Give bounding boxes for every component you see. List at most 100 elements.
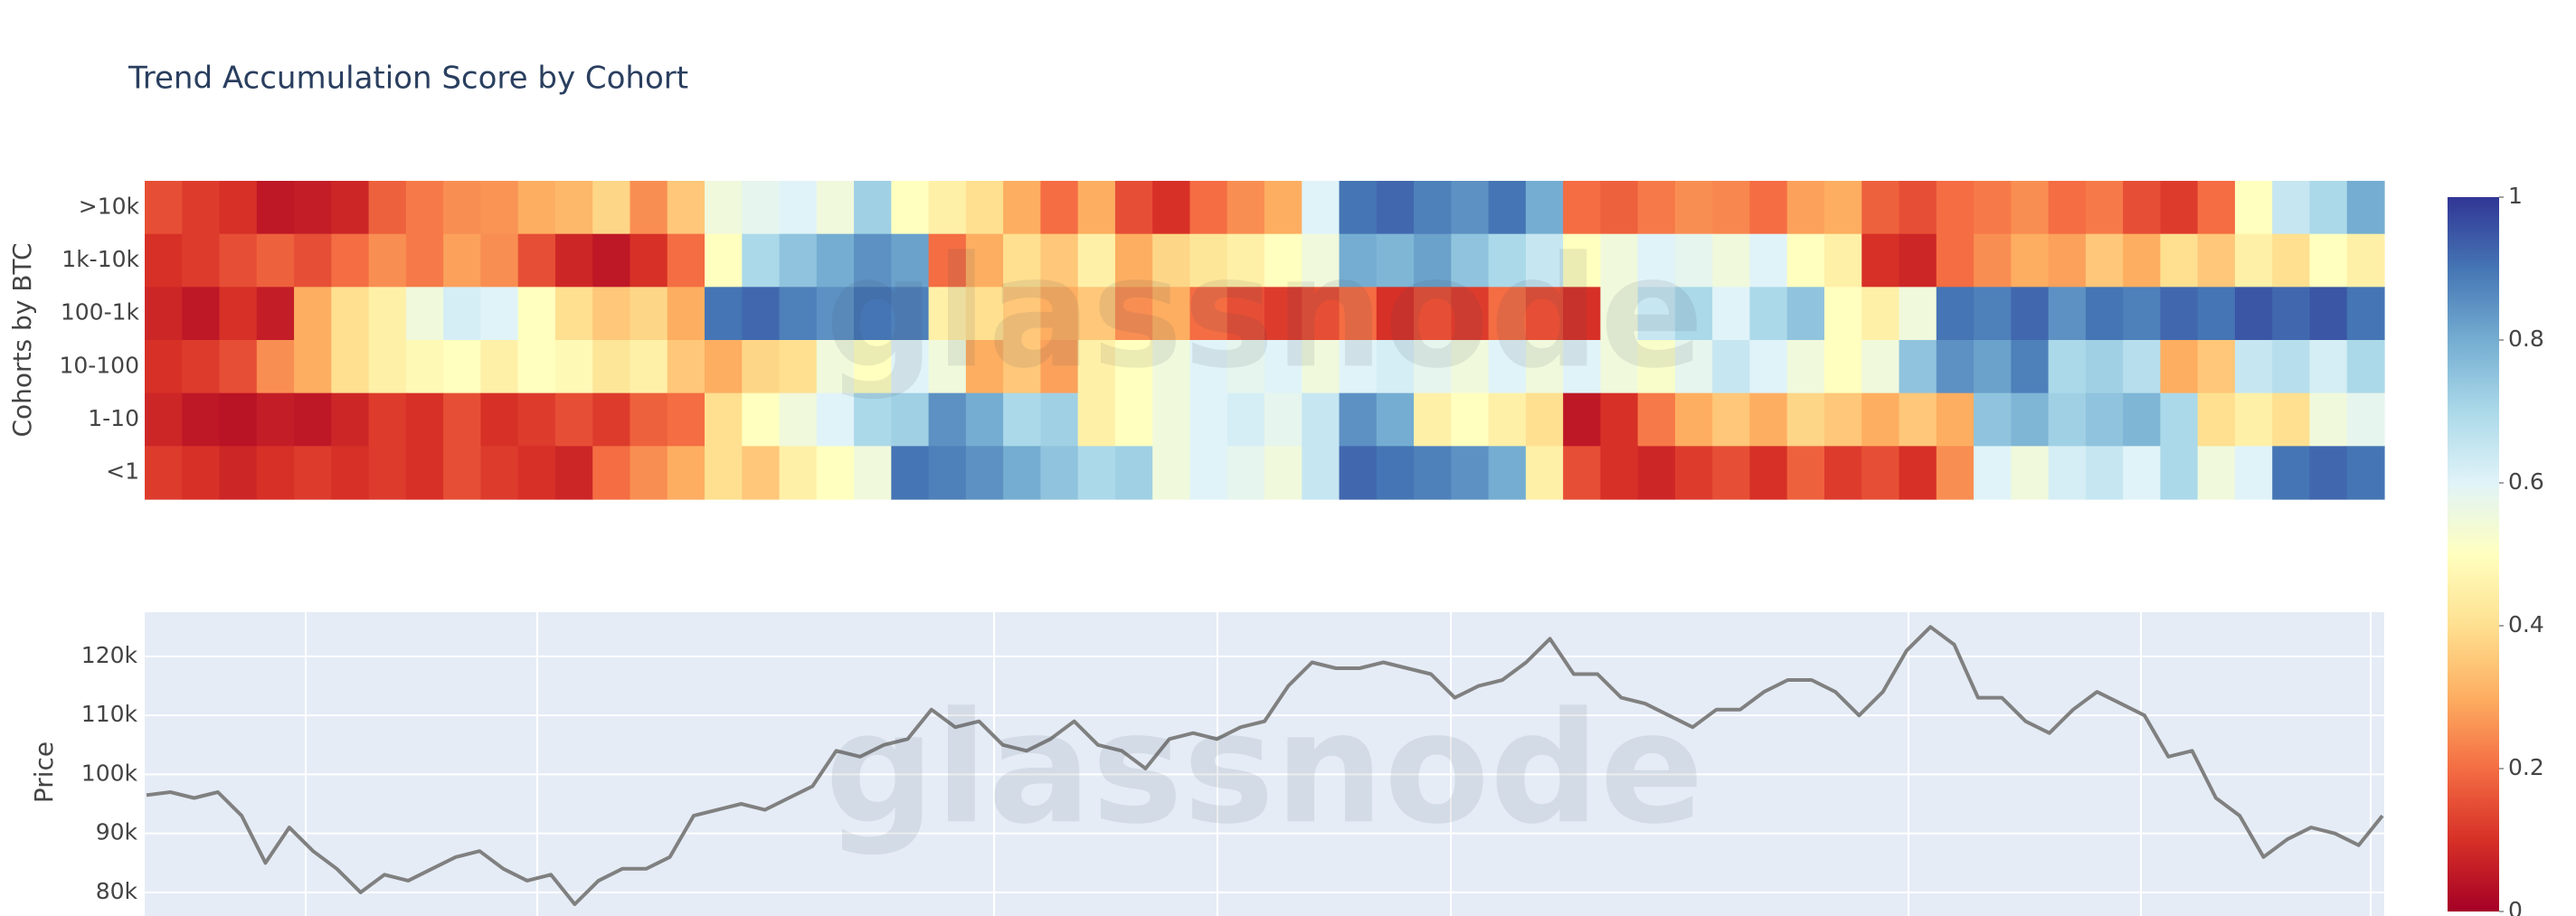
y-tick-label: 1-10 (88, 405, 139, 431)
heatmap-cell (517, 340, 556, 394)
heatmap-cell (1488, 340, 1527, 394)
heatmap-cell (368, 181, 407, 235)
heatmap-cell (1339, 181, 1378, 235)
heatmap-cell (1152, 287, 1191, 341)
heatmap-cell (2123, 233, 2161, 288)
heatmap-cell (1712, 392, 1751, 447)
heatmap-cell (368, 340, 407, 394)
heatmap-cell (965, 446, 1004, 500)
price-line (146, 625, 2384, 906)
heatmap-cell (928, 181, 967, 235)
heatmap-cell (2085, 446, 2124, 500)
heatmap-cell (1152, 392, 1191, 447)
heatmap-cell (1264, 287, 1302, 341)
heatmap-cell (1674, 181, 1713, 235)
heatmap-cell (2197, 233, 2236, 288)
heatmap-cell (816, 233, 855, 288)
heatmap-cell (630, 392, 668, 447)
heatmap-cell (965, 233, 1004, 288)
heatmap-cell (1040, 233, 1079, 288)
heatmap-cell (1302, 233, 1340, 288)
heatmap-cell (1637, 181, 1676, 235)
heatmap-cell (928, 446, 967, 500)
heatmap-cell (219, 233, 258, 288)
heatmap-cell (1525, 446, 1564, 500)
heatmap-cell (1674, 233, 1713, 288)
heatmap-cell (705, 287, 743, 341)
heatmap-cell (1674, 287, 1713, 341)
heatmap-cell (630, 287, 668, 341)
heatmap-cell (1114, 287, 1153, 341)
heatmap-cell (965, 392, 1004, 447)
heatmap-cell (1786, 340, 1825, 394)
heatmap-cell (480, 446, 519, 500)
x-grid (305, 612, 2372, 916)
heatmap-cell (965, 287, 1004, 341)
heatmap-cell (965, 181, 1004, 235)
heatmap-cell (1189, 287, 1228, 341)
heatmap-cell (331, 287, 370, 341)
heatmap-cell (1414, 340, 1452, 394)
heatmap-cell (2234, 340, 2273, 394)
heatmap-cell (1114, 340, 1153, 394)
heatmap-cell (1525, 392, 1564, 447)
chart-title: Trend Accumulation Score by Cohort (128, 61, 688, 97)
heatmap-cell (2160, 287, 2199, 341)
heatmap-cell (2234, 392, 2273, 447)
watermark: glassnode (825, 679, 1704, 858)
heatmap-cell (630, 233, 668, 288)
heatmap-cell (705, 233, 743, 288)
heatmap-cell (1899, 340, 1937, 394)
watermark: glassnode (825, 223, 1704, 402)
heatmap-cell (2160, 392, 2199, 447)
heatmap-cell (1077, 287, 1116, 341)
heatmap-cell (742, 181, 781, 235)
heatmap-cell (854, 181, 892, 235)
heatmap-cell (219, 287, 258, 341)
heatmap-cell (1712, 446, 1751, 500)
heatmap-cell (1040, 287, 1079, 341)
heatmap-cell (1189, 392, 1228, 447)
heatmap-cell (294, 446, 332, 500)
heatmap-cell (405, 233, 444, 288)
colorbar (2448, 197, 2499, 911)
heatmap-cell (1376, 287, 1415, 341)
heatmap-cell (2234, 181, 2273, 235)
heatmap-cell (1152, 340, 1191, 394)
heatmap-cell (1451, 233, 1490, 288)
heatmap-cell (1749, 446, 1788, 500)
heatmap-cell (182, 287, 221, 341)
heatmap-cell (182, 340, 221, 394)
heatmap-cell (517, 233, 556, 288)
heatmap-cell (1226, 446, 1265, 500)
heatmap-cell (1376, 392, 1415, 447)
heatmap-cell (443, 392, 481, 447)
heatmap-cell (1525, 181, 1564, 235)
heatmap-cell (2272, 340, 2311, 394)
heatmap-cell (256, 392, 295, 447)
y-tick-label: <1 (106, 458, 139, 485)
heatmap-cell (779, 233, 818, 288)
heatmap-cell (1824, 446, 1862, 500)
heatmap-cell (1114, 233, 1153, 288)
heatmap-cell (1488, 287, 1527, 341)
heatmap-cell (145, 233, 183, 288)
heatmap-cell (145, 181, 183, 235)
heatmap-cell (1936, 446, 1975, 500)
heatmap-cell (742, 287, 781, 341)
heatmap-cell (2309, 287, 2348, 341)
heatmap-cell (1861, 446, 1900, 500)
heatmap-cell (667, 287, 706, 341)
heatmap-cell (1600, 392, 1639, 447)
heatmap-cell (667, 181, 706, 235)
heatmap-cell (554, 446, 593, 500)
heatmap-cell (1899, 446, 1937, 500)
heatmap-cell (1414, 181, 1452, 235)
heatmap-cell (294, 181, 332, 235)
heatmap-cell (1302, 446, 1340, 500)
heatmap-cell (742, 446, 781, 500)
heatmap-cell (854, 340, 892, 394)
heatmap-cell (2048, 287, 2087, 341)
heatmap-cell (1040, 392, 1079, 447)
heatmap-cell (1339, 340, 1378, 394)
